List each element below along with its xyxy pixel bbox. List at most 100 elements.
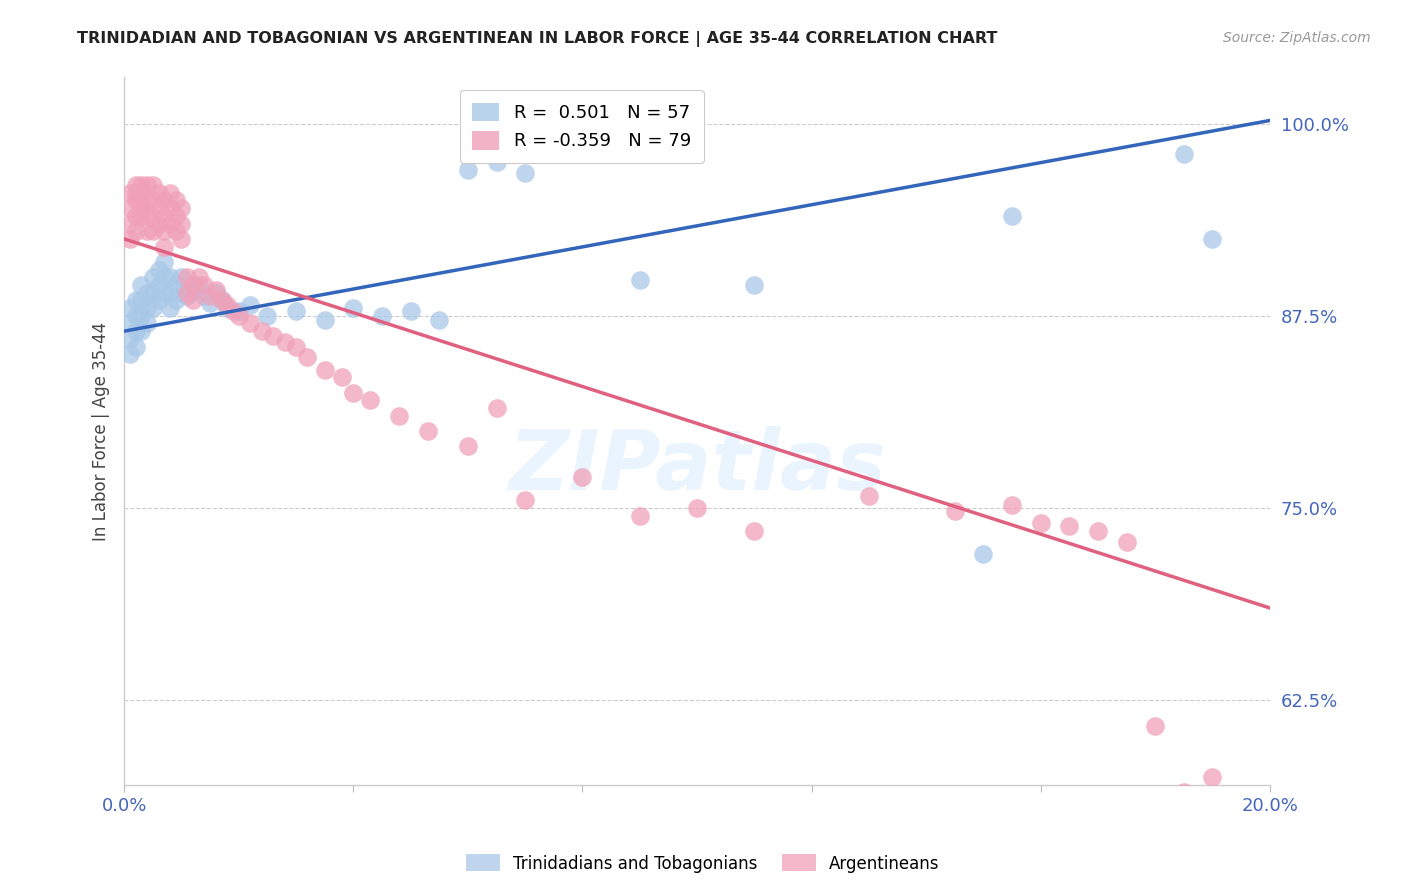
Point: [131, 186, 153, 200]
Point: [211, 293, 233, 308]
Point: [198, 296, 221, 310]
Point: [858, 489, 880, 503]
Point: [742, 524, 765, 538]
Point: [142, 178, 165, 192]
Point: [131, 278, 153, 293]
Point: [153, 285, 176, 300]
Point: [1201, 770, 1223, 784]
Point: [148, 293, 170, 308]
Point: [193, 278, 215, 293]
Point: [176, 289, 198, 303]
Point: [131, 293, 153, 308]
Point: [118, 232, 141, 246]
Point: [1001, 498, 1024, 512]
Point: [1115, 534, 1137, 549]
Point: [427, 313, 450, 327]
Point: [388, 409, 411, 423]
Point: [1173, 785, 1195, 799]
Point: [118, 186, 141, 200]
Point: [371, 309, 394, 323]
Point: [416, 424, 439, 438]
Point: [159, 285, 181, 300]
Point: [165, 278, 187, 293]
Point: [686, 500, 709, 515]
Point: [297, 351, 319, 365]
Point: [148, 278, 170, 293]
Point: [118, 332, 141, 346]
Point: [176, 270, 198, 285]
Point: [193, 289, 215, 303]
Point: [153, 255, 176, 269]
Point: [222, 304, 245, 318]
Point: [628, 273, 651, 287]
Text: ZIPatlas: ZIPatlas: [508, 426, 886, 507]
Point: [124, 209, 146, 223]
Point: [181, 293, 204, 308]
Point: [513, 493, 536, 508]
Point: [124, 178, 146, 192]
Point: [285, 339, 308, 353]
Point: [205, 285, 228, 300]
Point: [118, 317, 141, 331]
Point: [330, 370, 353, 384]
Point: [153, 209, 176, 223]
Point: [148, 201, 170, 215]
Point: [239, 298, 262, 312]
Point: [187, 278, 209, 293]
Legend: R =  0.501   N = 57, R = -0.359   N = 79: R = 0.501 N = 57, R = -0.359 N = 79: [460, 90, 704, 163]
Point: [342, 385, 364, 400]
Point: [399, 304, 422, 318]
Point: [136, 194, 159, 208]
Point: [628, 508, 651, 523]
Point: [142, 301, 165, 315]
Point: [159, 301, 181, 315]
Point: [131, 201, 153, 215]
Point: [943, 504, 966, 518]
Legend: Trinidadians and Tobagonians, Argentineans: Trinidadians and Tobagonians, Argentinea…: [460, 847, 946, 880]
Point: [153, 194, 176, 208]
Point: [170, 217, 193, 231]
Point: [136, 317, 159, 331]
Point: [153, 270, 176, 285]
Point: [256, 309, 278, 323]
Point: [153, 239, 176, 253]
Point: [1144, 719, 1167, 733]
Point: [1087, 524, 1109, 538]
Point: [217, 298, 239, 312]
Point: [142, 285, 165, 300]
Point: [314, 313, 336, 327]
Point: [136, 224, 159, 238]
Point: [1057, 519, 1080, 533]
Point: [124, 194, 146, 208]
Point: [165, 224, 187, 238]
Point: [262, 328, 284, 343]
Point: [170, 285, 193, 300]
Point: [124, 339, 146, 353]
Point: [360, 393, 382, 408]
Point: [170, 232, 193, 246]
Point: [1201, 232, 1223, 246]
Point: [170, 201, 193, 215]
Point: [217, 301, 239, 315]
Point: [136, 209, 159, 223]
Point: [181, 283, 204, 297]
Point: [142, 194, 165, 208]
Point: [571, 470, 593, 484]
Point: [153, 224, 176, 238]
Point: [136, 178, 159, 192]
Point: [972, 547, 994, 561]
Point: [118, 217, 141, 231]
Point: [742, 278, 765, 293]
Point: [124, 293, 146, 308]
Point: [131, 194, 153, 208]
Point: [136, 301, 159, 315]
Point: [124, 324, 146, 338]
Point: [118, 301, 141, 315]
Y-axis label: In Labor Force | Age 35-44: In Labor Force | Age 35-44: [93, 321, 110, 541]
Point: [342, 301, 364, 315]
Point: [1001, 209, 1024, 223]
Point: [165, 209, 187, 223]
Point: [159, 201, 181, 215]
Point: [124, 224, 146, 238]
Point: [142, 270, 165, 285]
